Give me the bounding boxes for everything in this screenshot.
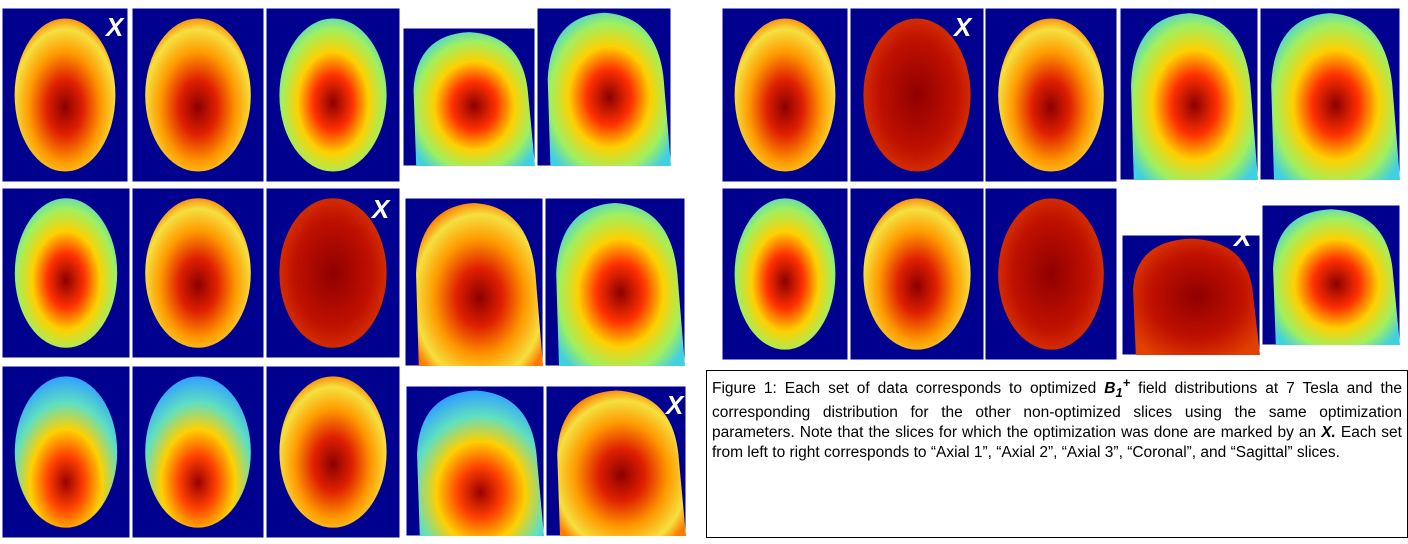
field-map — [735, 18, 836, 171]
page: X X X X X Figure 1: Each set of data cor… — [0, 0, 1408, 544]
field-map — [279, 376, 386, 527]
caption-text: Figure 1: Each set of data corresponds t… — [712, 380, 1104, 397]
caption: Figure 1: Each set of data corresponds t… — [706, 370, 1408, 538]
field-map — [863, 198, 970, 349]
field-map — [145, 376, 251, 527]
caption-subscript: 1 — [1115, 385, 1122, 400]
caption-symbol: B — [1104, 380, 1115, 397]
field-map — [735, 198, 836, 349]
field-map — [998, 18, 1104, 171]
field-map — [15, 376, 117, 527]
optimized-marker: X — [1232, 222, 1253, 252]
caption-marker: X. — [1321, 424, 1336, 441]
field-map — [145, 198, 251, 348]
optimized-marker: X — [952, 12, 973, 42]
field-map — [15, 198, 117, 348]
optimized-marker: X — [104, 12, 125, 42]
field-map — [279, 18, 386, 171]
field-map — [279, 198, 386, 348]
optimized-marker: X — [370, 194, 391, 224]
optimized-marker: X — [664, 390, 685, 420]
field-map — [145, 18, 251, 171]
field-map — [998, 198, 1104, 349]
field-map — [15, 18, 116, 171]
